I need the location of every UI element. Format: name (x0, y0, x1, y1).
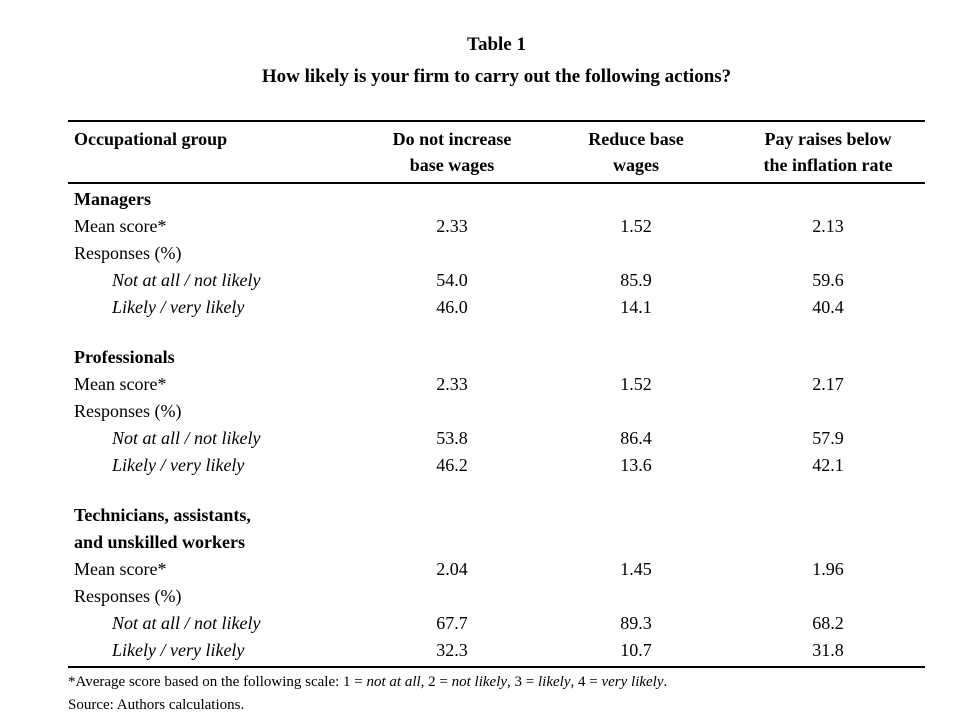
cell-value: 68.2 (812, 613, 844, 633)
table-row: Professionals (68, 344, 925, 371)
row-label: Mean score* (74, 559, 167, 579)
cell-value (541, 398, 731, 425)
row-label: Mean score* (74, 216, 167, 236)
table-row: Likely / very likely 46.0 14.1 40.4 (68, 294, 925, 321)
cell-value (363, 344, 541, 371)
cell-value (363, 240, 541, 267)
cell-value: 32.3 (436, 640, 468, 660)
footnote-segment: very likely (601, 674, 664, 690)
footnote-segment: , 3 = (507, 674, 539, 690)
source-note: Source: Authors calculations. (68, 697, 245, 713)
cell-value (541, 344, 731, 371)
cell-value (731, 398, 925, 425)
table-row: Mean score* 2.04 1.45 1.96 (68, 556, 925, 583)
cell-value: 59.6 (812, 270, 844, 290)
column-header-pay-raises-below-inflation: Pay raises below the inflation rate (763, 129, 893, 175)
row-label: Likely / very likely (112, 455, 245, 475)
cell-value: 31.8 (812, 640, 844, 660)
row-label: Not at all / not likely (112, 270, 261, 290)
footnote-segment: , 4 = (570, 674, 602, 690)
cell-value (731, 240, 925, 267)
footnote-segment: . (663, 674, 668, 690)
cell-value: 89.3 (620, 613, 652, 633)
cell-value: 85.9 (620, 270, 652, 290)
table-row: Not at all / not likely 53.8 86.4 57.9 (68, 425, 925, 452)
cell-value: 42.1 (812, 455, 844, 475)
row-label: Not at all / not likely (112, 613, 261, 633)
cell-value: 40.4 (812, 297, 844, 317)
table-footnote: *Average score based on the following sc… (68, 671, 925, 694)
table-number-title: Table 1 (467, 34, 526, 55)
cell-value: 1.45 (620, 559, 652, 579)
cell-value: 2.13 (812, 216, 844, 236)
cell-value: 57.9 (812, 428, 844, 448)
cell-value (541, 186, 731, 213)
row-label: Professionals (74, 347, 175, 367)
column-header-do-not-increase-base-wages: Do not increase base wages (392, 129, 512, 175)
table-header-row: Occupational group Do not increase base … (68, 122, 925, 184)
cell-value (363, 502, 541, 556)
table-row: Likely / very likely 46.2 13.6 42.1 (68, 452, 925, 479)
cell-value: 46.2 (436, 455, 468, 475)
cell-value (541, 240, 731, 267)
footnote-segment: not at all (366, 674, 421, 690)
column-header-occupational-group: Occupational group (74, 129, 228, 149)
row-label: Responses (%) (74, 243, 182, 263)
table-row: Managers (68, 186, 925, 213)
row-label: Mean score* (74, 374, 167, 394)
cell-value (541, 583, 731, 610)
cell-value: 2.33 (436, 374, 468, 394)
cell-value: 53.8 (436, 428, 468, 448)
table-row: Responses (%) (68, 240, 925, 267)
cell-value (363, 583, 541, 610)
table-row: Mean score* 2.33 1.52 2.17 (68, 371, 925, 398)
table-row: Mean score* 2.33 1.52 2.13 (68, 213, 925, 240)
footnote-segment: , 2 = (420, 674, 452, 690)
footnote-segment: *Average score based on the following sc… (68, 674, 367, 690)
footnote-segment: not likely (451, 674, 508, 690)
cell-value: 46.0 (436, 297, 468, 317)
cell-value: 1.52 (620, 374, 652, 394)
cell-value: 10.7 (620, 640, 652, 660)
cell-value (363, 186, 541, 213)
column-header-reduce-base-wages: Reduce base wages (588, 129, 684, 175)
footnote-segment: likely (538, 674, 571, 690)
table-row: Not at all / not likely 67.7 89.3 68.2 (68, 610, 925, 637)
row-label: Likely / very likely (112, 640, 245, 660)
table-row: Responses (%) (68, 583, 925, 610)
cell-value (731, 344, 925, 371)
cell-value: 2.17 (812, 374, 844, 394)
table-row: Technicians, assistants, and unskilled w… (68, 502, 925, 556)
cell-value: 2.04 (436, 559, 468, 579)
cell-value (541, 502, 731, 556)
cell-value: 54.0 (436, 270, 468, 290)
table-row: Responses (%) (68, 398, 925, 425)
table-caption: How likely is your firm to carry out the… (261, 66, 732, 87)
cell-value: 2.33 (436, 216, 468, 236)
row-label: Technicians, assistants, and unskilled w… (74, 505, 251, 552)
row-label: Likely / very likely (112, 297, 245, 317)
row-label: Responses (%) (74, 401, 182, 421)
cell-value: 1.96 (812, 559, 844, 579)
cell-value: 86.4 (620, 428, 652, 448)
section-spacer (68, 479, 925, 502)
cell-value: 14.1 (620, 297, 652, 317)
cell-value: 1.52 (620, 216, 652, 236)
cell-value (731, 186, 925, 213)
table-row: Likely / very likely 32.3 10.7 31.8 (68, 637, 925, 664)
cell-value (731, 583, 925, 610)
cell-value (363, 398, 541, 425)
row-label: Responses (%) (74, 586, 182, 606)
cell-value (731, 502, 925, 556)
data-table: Occupational group Do not increase base … (68, 120, 925, 668)
section-spacer (68, 321, 925, 344)
row-label: Managers (74, 189, 151, 209)
cell-value: 67.7 (436, 613, 468, 633)
table-body: Managers Mean score* 2.33 1.52 2.13 Responses… (68, 184, 925, 666)
table-row: Not at all / not likely 54.0 85.9 59.6 (68, 267, 925, 294)
row-label: Not at all / not likely (112, 428, 261, 448)
cell-value: 13.6 (620, 455, 652, 475)
